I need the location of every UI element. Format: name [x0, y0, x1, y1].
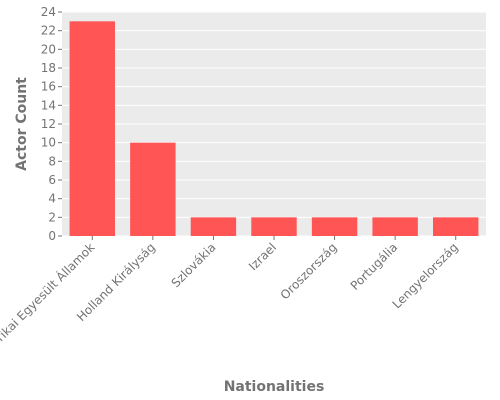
bar	[130, 142, 176, 236]
y-tick-label: 0	[48, 229, 56, 243]
y-tick-label: 14	[41, 98, 56, 112]
y-tick-label: 16	[41, 80, 56, 94]
y-axis-title: Actor Count	[14, 77, 30, 171]
bar	[69, 21, 115, 237]
x-tick-label: Izrael	[246, 240, 279, 273]
bar	[190, 217, 237, 236]
x-tick-label: Oroszország	[278, 240, 340, 302]
y-tick-label: 2	[48, 210, 56, 224]
x-tick-label: Portugália	[348, 240, 401, 293]
y-tick-label: 18	[41, 61, 56, 75]
bar	[372, 217, 418, 236]
bar	[251, 217, 297, 236]
bar	[433, 217, 479, 236]
y-tick-label: 10	[41, 136, 56, 150]
y-tick-label: 20	[41, 42, 56, 56]
x-tick-label: Lengyelország	[390, 240, 461, 311]
x-tick-label: Szlovákia	[169, 240, 219, 290]
y-tick-label: 12	[41, 117, 56, 131]
y-tick-label: 8	[48, 154, 56, 168]
bar	[311, 217, 358, 236]
y-tick-label: 4	[48, 192, 56, 206]
x-axis-title: Nationalities	[224, 379, 325, 395]
y-tick-label: 6	[48, 173, 56, 187]
bars	[69, 21, 479, 237]
y-tick-label: 22	[41, 24, 56, 38]
y-tick-label: 24	[41, 5, 56, 19]
x-tick-label: Amerikai Egyesült Államok	[0, 239, 97, 363]
